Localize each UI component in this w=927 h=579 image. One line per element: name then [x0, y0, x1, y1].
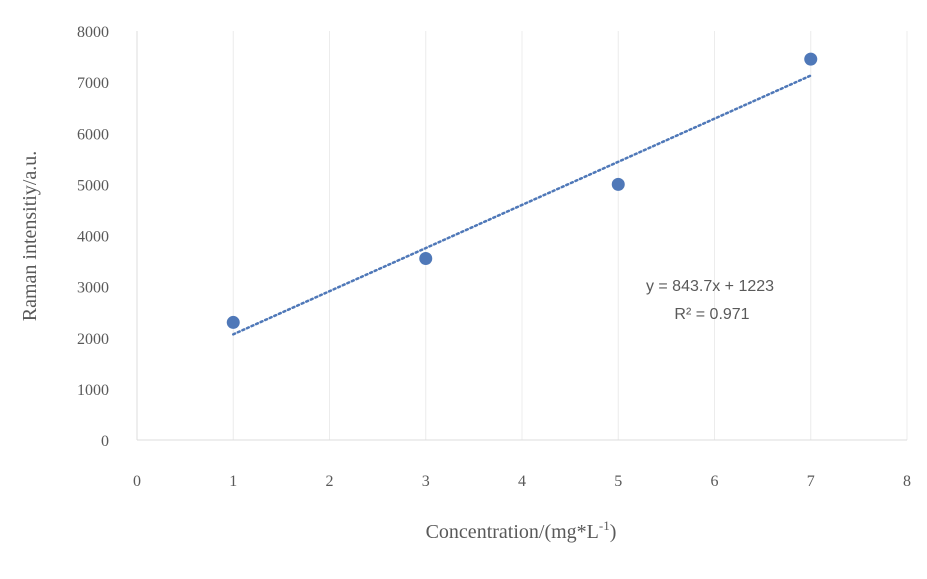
x-tick-label: 2: [326, 473, 334, 490]
y-tick-label: 8000: [77, 24, 109, 41]
y-tick-label: 7000: [77, 75, 109, 92]
y-tick-label: 4000: [77, 229, 109, 246]
data-point: [804, 52, 818, 66]
x-axis-title-superscript: -1: [599, 518, 610, 533]
x-tick-label: 1: [229, 473, 237, 490]
data-points: [226, 52, 818, 329]
x-tick-label: 4: [518, 473, 526, 490]
x-axis-title-close: ): [610, 521, 617, 543]
x-tick-label: 6: [711, 473, 719, 490]
x-tick-label: 8: [903, 473, 911, 490]
data-point: [611, 177, 625, 191]
x-tick-label: 7: [807, 473, 815, 490]
x-axis-title: Concentration/(mg*L-1): [426, 518, 617, 543]
x-tick-label: 3: [422, 473, 430, 490]
x-axis-title-main: Concentration/(mg*L: [426, 521, 599, 543]
y-axis-title: Raman intensitiy/a.u.: [19, 151, 41, 322]
data-point: [419, 252, 433, 266]
x-tick-label: 5: [614, 473, 622, 490]
tick-labels: 0 1 2 3 4 5 6 7 8 0 1000 2000 3000 4000 5000 6000 7000 80…: [77, 24, 911, 490]
y-tick-label: 0: [101, 433, 109, 450]
trendline-layer: [232, 74, 812, 336]
axes: [136, 31, 907, 441]
trendline-equation: y = 843.7x + 1223: [646, 278, 774, 295]
grid: [232, 31, 908, 440]
r-squared-label: R² = 0.971: [674, 306, 749, 323]
y-tick-label: 6000: [77, 126, 109, 143]
y-tick-label: 3000: [77, 280, 109, 297]
y-tick-label: 5000: [77, 177, 109, 194]
data-point: [226, 315, 240, 329]
y-tick-label: 1000: [77, 382, 109, 399]
x-tick-label: 0: [133, 473, 141, 490]
trendline: [232, 74, 812, 336]
y-tick-label: 2000: [77, 331, 109, 348]
